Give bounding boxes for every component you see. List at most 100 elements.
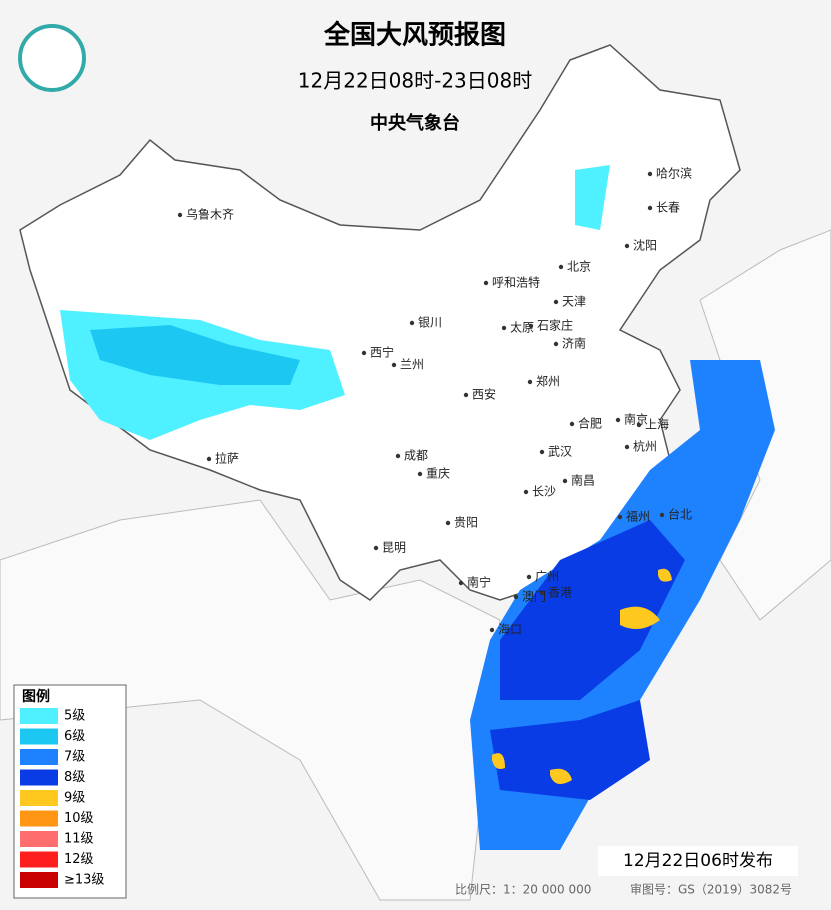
city-label: 贵阳 [454,516,478,530]
legend-label: 12级 [64,852,94,867]
period: 12月22日08时-23日08时 [298,69,532,93]
city-dot [647,205,653,211]
city-dot [539,449,545,455]
city-dot [458,580,464,586]
scale: 比例尺：1：20 000 000 [455,883,591,897]
legend-label: 8级 [64,770,85,785]
city-dot [373,545,379,551]
city-label: 呼和浩特 [492,275,540,290]
city-dot [409,320,415,326]
city-dot [206,456,212,462]
city-dot [615,417,621,423]
city-dot [526,574,532,580]
legend-swatch [20,790,58,806]
agency: 中央气象台 [370,112,460,134]
wind-areas [60,165,775,850]
city-label: 长沙 [532,485,556,499]
city-label: 西安 [472,387,496,402]
city-label: 银川 [418,316,442,330]
city-dot [659,512,665,518]
logo [18,24,86,92]
legend-swatch [20,769,58,786]
legend-swatch [20,872,58,888]
city-dot [624,243,630,249]
city-label: 兰州 [400,358,424,372]
legend: 图例 5级 6级 7级 8级 9级 10级 11级 12级 ≥13级 [13,684,127,899]
city-dot [489,627,495,633]
city-label: 太原 [510,320,534,335]
city-label: 上海 [645,417,669,432]
legend-swatch [20,851,58,868]
city-label: 石家庄 [537,318,573,333]
city-label: 台北 [668,507,692,522]
city-label: 重庆 [426,467,450,481]
city-label: 南宁 [467,575,491,590]
city-label: 济南 [562,336,586,351]
issued-box [598,846,798,876]
city-label: 南京 [624,412,648,427]
city-label: 乌鲁木齐 [186,207,234,222]
city-label: 香港 [548,586,572,600]
city-dot [636,422,642,428]
legend-label: 7级 [64,750,85,765]
city-dot [569,421,575,427]
city-label: 澳门 [522,589,546,604]
wind-area [492,568,672,784]
city-label: 哈尔滨 [656,166,692,181]
city-label: 武汉 [548,445,572,459]
city-dot [523,489,529,495]
issued: 12月22日06时发布 [623,851,773,871]
city-dot [177,212,183,218]
city-dot [553,341,559,347]
city-label: 南昌 [571,473,595,488]
city-dot [624,444,630,450]
approval: 审图号：GS（2019）3082号 [630,882,792,897]
city-label: 福州 [626,509,650,524]
city-label: 成都 [404,449,428,463]
wind-area [90,325,300,385]
legend-label: 9级 [64,791,85,806]
city-dot [513,594,519,600]
title: 全国大风预报图 [323,20,506,51]
city-dot [445,520,451,526]
city-dot [528,323,534,329]
legend-label: 10级 [64,811,94,826]
city-label: 杭州 [633,439,657,454]
city-dot [562,478,568,484]
legend-swatch [20,810,58,827]
legend-label: 6级 [64,729,85,744]
wind-area [490,520,685,800]
city-label: 沈阳 [633,238,657,253]
legend-label: 11级 [64,832,94,847]
legend-swatch [20,728,58,745]
city-label: 广州 [535,570,559,584]
city-dot [553,299,559,305]
wind-area [575,165,610,230]
city-label: 拉萨 [215,451,239,466]
city-dot [527,379,533,385]
city-dot [558,264,564,270]
city-dot [391,362,397,368]
city-label: 郑州 [536,374,560,389]
city-dot [417,471,423,477]
legend-label: 5级 [64,709,85,724]
china-outline [19,44,741,601]
city-label: 北京 [567,260,591,274]
city-label: 长春 [656,201,680,215]
legend-swatch [20,749,58,765]
city-label: 合肥 [578,416,602,431]
city-dot [501,325,507,331]
legend-swatch [20,831,58,847]
legend-label: ≥13级 [64,873,104,888]
city-dot [539,590,545,596]
city-label: 西宁 [370,345,394,360]
city-dot [617,514,623,520]
city-dot [361,350,367,356]
city-dot [463,392,469,398]
city-label: 海口 [498,622,522,637]
city-dot [647,171,653,177]
city-dot [483,280,489,286]
city-label: 天津 [562,295,586,309]
